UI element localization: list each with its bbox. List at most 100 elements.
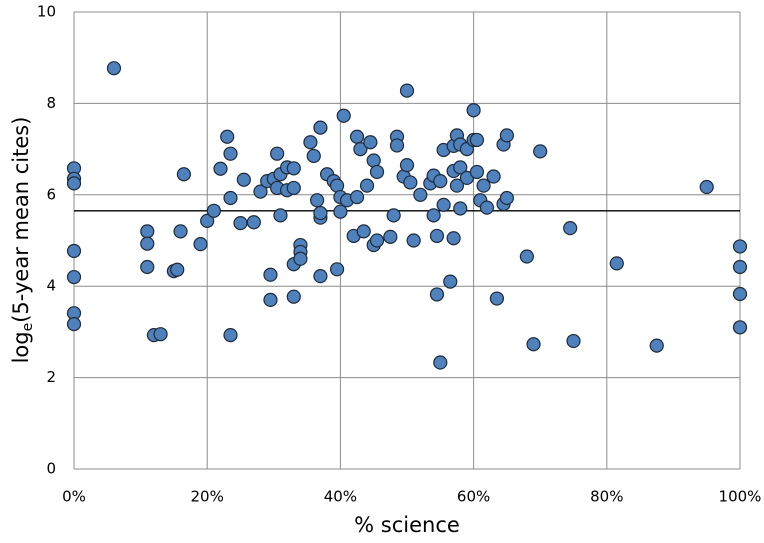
point: [356, 224, 371, 239]
point: [313, 120, 328, 135]
point: [486, 169, 501, 184]
point: [349, 129, 365, 144]
point: [306, 148, 321, 164]
y-tick-label: 0: [46, 460, 56, 478]
point: [223, 190, 238, 206]
point: [526, 337, 541, 352]
point: [140, 259, 155, 275]
x-tick-label: 20%: [191, 488, 224, 506]
x-tick-label: 100%: [719, 488, 762, 506]
point: [293, 251, 308, 266]
point: [263, 267, 278, 282]
point: [286, 161, 301, 176]
point: [170, 262, 185, 277]
point: [466, 103, 481, 118]
point: [383, 229, 398, 244]
x-axis-title: % science: [354, 513, 460, 537]
point: [359, 178, 375, 193]
point: [286, 180, 301, 196]
point: [236, 172, 251, 187]
y-tick-label: 8: [46, 94, 56, 112]
point: [353, 142, 368, 157]
x-tick-label: 0%: [62, 488, 86, 506]
point: [246, 215, 261, 230]
point: [433, 173, 448, 189]
point: [333, 204, 348, 219]
point: [489, 291, 505, 306]
point: [429, 287, 445, 302]
point: [66, 176, 82, 191]
point: [363, 135, 378, 150]
point: [436, 197, 451, 212]
point: [349, 189, 365, 205]
point: [732, 286, 748, 302]
point: [433, 355, 448, 370]
point: [313, 269, 328, 284]
point: [479, 200, 495, 215]
point: [429, 228, 445, 244]
point: [399, 83, 415, 98]
point: [519, 249, 534, 264]
point: [476, 178, 491, 193]
point: [426, 208, 441, 223]
x-tick-label: 60%: [457, 488, 490, 506]
point: [699, 179, 714, 195]
point: [649, 338, 664, 353]
point: [263, 292, 278, 308]
point: [220, 129, 235, 144]
y-tick-label: 10: [37, 3, 56, 21]
y-axis-title-rest: (5-year mean cites): [9, 117, 33, 323]
x-tick-label: 40%: [324, 488, 357, 506]
y-axis-title: loge(5-year mean cites): [9, 117, 36, 364]
point: [173, 224, 188, 239]
point: [446, 231, 461, 246]
point: [313, 205, 328, 221]
point: [223, 327, 238, 343]
point: [223, 146, 238, 161]
point: [270, 146, 285, 161]
point: [732, 259, 748, 275]
point: [206, 203, 221, 218]
point: [389, 138, 405, 153]
point: [399, 157, 415, 173]
point: [563, 221, 578, 236]
point: [453, 160, 468, 175]
point: [732, 320, 748, 335]
y-tick-label: 6: [46, 185, 56, 203]
point: [66, 243, 82, 259]
point: [732, 239, 748, 254]
point: [66, 317, 82, 332]
point: [193, 237, 208, 252]
point: [200, 213, 215, 228]
point: [453, 201, 468, 216]
point: [140, 236, 155, 251]
y-axis-title-sub: e: [20, 323, 36, 332]
point: [499, 190, 514, 206]
point: [403, 175, 418, 190]
point: [369, 233, 385, 248]
point: [176, 167, 191, 182]
point: [533, 144, 548, 159]
y-axis-title-log: log: [9, 331, 33, 363]
point: [253, 184, 268, 199]
point: [469, 132, 485, 148]
point: [449, 178, 465, 193]
point: [309, 193, 325, 208]
point: [233, 216, 248, 231]
x-tick-label: 80%: [590, 488, 623, 506]
point: [369, 164, 385, 180]
point: [66, 269, 82, 285]
point: [406, 233, 421, 248]
y-tick-label: 2: [46, 368, 56, 386]
point: [469, 164, 485, 180]
point: [273, 208, 288, 223]
point: [140, 224, 155, 239]
point: [609, 256, 624, 271]
point: [286, 289, 301, 304]
point: [386, 208, 401, 223]
point: [106, 61, 122, 76]
point: [336, 108, 351, 123]
point: [413, 187, 428, 202]
point: [499, 128, 514, 143]
